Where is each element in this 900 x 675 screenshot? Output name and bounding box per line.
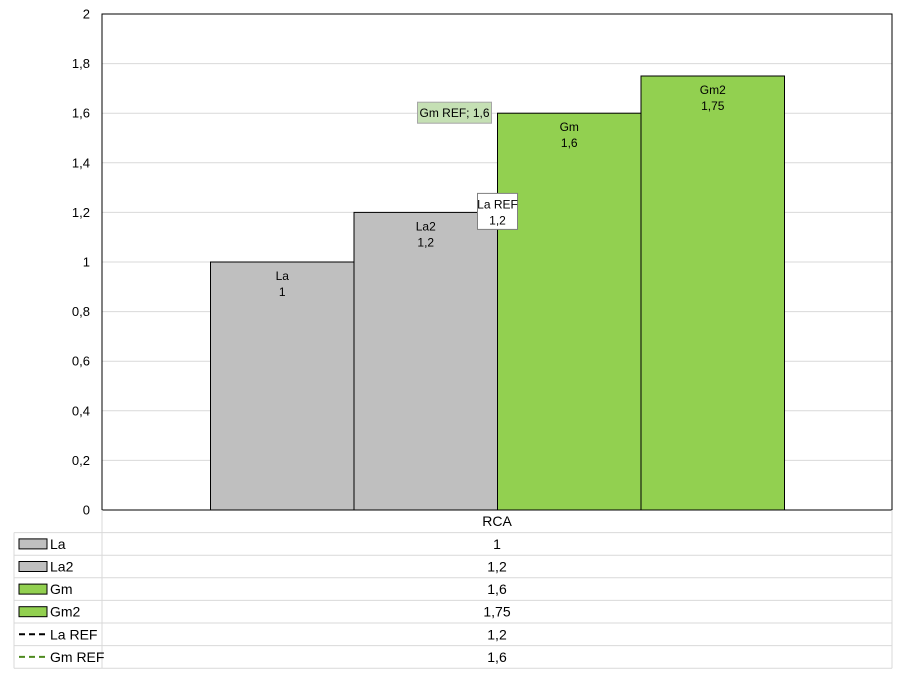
table-header: RCA — [482, 513, 512, 529]
plot-area-border — [101, 13, 893, 511]
gm-ref-label: Gm REF; 1,6 — [419, 106, 489, 120]
table-row-label: La — [50, 536, 66, 552]
bar-data-label: 1,6 — [561, 136, 578, 150]
y-tick-label: 0,2 — [72, 453, 90, 468]
y-tick-label: 1,8 — [72, 56, 90, 71]
table-cell-value: 1,6 — [487, 581, 507, 597]
la-ref-label: La REF — [477, 197, 518, 211]
legend-key-la — [18, 538, 48, 550]
legend-key-gm — [18, 583, 48, 595]
data-labels: La 1 La2 1,2 Gm 1,6 Gm2 1,75 La REF 1,2 Gm REF; 1,… — [276, 83, 727, 299]
bar-data-label: Gm2 — [700, 83, 726, 97]
bar-gm2 — [640, 75, 785, 511]
data-table: RCA La 1 La2 1,2 Gm 1,6 Gm2 1,75 La REF 1,2 Gm REF 1… — [13, 510, 893, 669]
y-tick-label: 0,6 — [72, 354, 90, 369]
y-tick-label: 0 — [83, 503, 90, 518]
y-tick-label: 1,6 — [72, 106, 90, 121]
table-row-label: Gm REF — [50, 649, 104, 665]
y-tick-label: 1,2 — [72, 205, 90, 220]
table-cell-value: 1,2 — [487, 626, 507, 642]
table-cell-value: 1,6 — [487, 649, 507, 665]
y-tick-label: 1 — [83, 255, 90, 270]
y-tick-label: 0,4 — [72, 403, 90, 418]
gm-ref-label-box — [417, 101, 492, 124]
bars — [210, 75, 785, 511]
table-cell-value: 1 — [493, 536, 501, 552]
table-row-label: La2 — [50, 559, 74, 575]
legend-key-gm2 — [18, 606, 48, 618]
table-cell-value: 1,2 — [487, 559, 507, 575]
table-row-label: Gm — [50, 581, 73, 597]
bar-la2 — [353, 211, 498, 511]
axes: 0 0,2 0,4 0,6 0,8 1 1,2 1,4 1,6 1,8 2 — [72, 7, 893, 518]
y-tick-label: 0,8 — [72, 304, 90, 319]
bar-data-label: 1,75 — [701, 99, 725, 113]
bar-data-label: La2 — [416, 219, 436, 233]
y-tick-label: 2 — [83, 7, 90, 22]
table-cell-value: 1,75 — [483, 604, 510, 620]
bar-data-label: Gm — [560, 120, 579, 134]
bar-data-label: La — [276, 269, 290, 283]
bar-la — [210, 261, 355, 511]
table-row-label: La REF — [50, 626, 97, 642]
bar-gm — [497, 112, 642, 511]
bar-data-label: 1,2 — [417, 235, 434, 249]
table-row-label: Gm2 — [50, 604, 81, 620]
la-ref-label: 1,2 — [489, 213, 506, 227]
y-tick-label: 1,4 — [72, 155, 90, 170]
legend-key-la2 — [18, 561, 48, 572]
bar-data-label: 1 — [279, 285, 286, 299]
la-ref-label-box — [477, 192, 518, 230]
